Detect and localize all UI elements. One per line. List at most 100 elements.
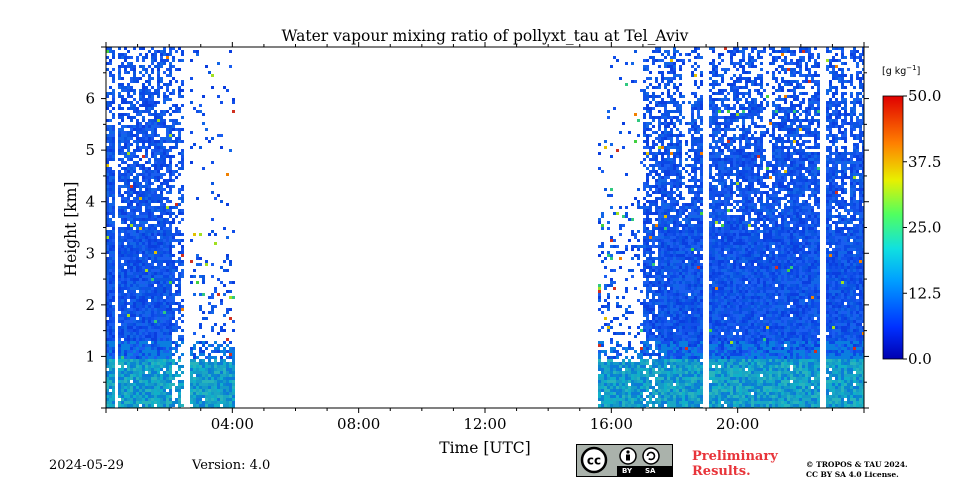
heatmap-cell bbox=[610, 365, 613, 368]
heatmap-cell bbox=[688, 401, 691, 404]
heatmap-cell bbox=[673, 269, 676, 272]
heatmap-cell bbox=[160, 188, 163, 191]
heatmap-cell bbox=[217, 278, 220, 281]
heatmap-cell bbox=[118, 152, 121, 155]
heatmap-cell bbox=[151, 302, 154, 305]
heatmap-cell bbox=[157, 320, 160, 323]
heatmap-cell bbox=[130, 143, 133, 146]
heatmap-cell bbox=[661, 215, 664, 218]
heatmap-cell bbox=[673, 224, 676, 227]
heatmap-cell bbox=[688, 356, 691, 359]
heatmap-cell bbox=[133, 266, 136, 269]
heatmap-cell bbox=[163, 338, 166, 341]
heatmap-cell bbox=[133, 254, 136, 257]
heatmap-cell bbox=[217, 389, 220, 392]
heatmap-cell bbox=[610, 374, 613, 377]
heatmap-cell bbox=[205, 380, 208, 383]
heatmap-cell bbox=[667, 248, 670, 251]
heatmap-cell bbox=[145, 185, 148, 188]
heatmap-cell bbox=[205, 392, 208, 395]
heatmap-cell bbox=[208, 401, 211, 404]
heatmap-cell bbox=[607, 377, 610, 380]
heatmap-cell bbox=[637, 332, 640, 335]
heatmap-cell bbox=[127, 293, 130, 296]
heatmap-cell bbox=[604, 257, 607, 260]
heatmap-cell bbox=[226, 389, 229, 392]
heatmap-cell bbox=[112, 128, 115, 131]
heatmap-cell bbox=[676, 230, 679, 233]
heatmap-cell bbox=[685, 152, 688, 155]
heatmap-cell bbox=[667, 314, 670, 317]
heatmap-cell bbox=[208, 362, 211, 365]
heatmap-cell bbox=[667, 359, 670, 362]
heatmap-cell bbox=[655, 320, 658, 323]
heatmap-cell bbox=[613, 362, 616, 365]
heatmap-cell bbox=[199, 383, 202, 386]
heatmap-cell bbox=[682, 323, 685, 326]
heatmap-cell bbox=[169, 68, 172, 71]
heatmap-cell bbox=[688, 320, 691, 323]
heatmap-cell bbox=[598, 344, 601, 347]
heatmap-cell bbox=[655, 323, 658, 326]
heatmap-cell bbox=[109, 302, 112, 305]
heatmap-cell bbox=[163, 386, 166, 389]
heatmap-cell bbox=[679, 242, 682, 245]
heatmap-cell bbox=[643, 383, 646, 386]
heatmap-cell bbox=[139, 251, 142, 254]
heatmap-cell bbox=[163, 317, 166, 320]
heatmap-cell bbox=[124, 398, 127, 401]
heatmap-cell bbox=[106, 236, 109, 239]
heatmap-cell bbox=[655, 218, 658, 221]
heatmap-cell bbox=[643, 89, 646, 92]
heatmap-cell bbox=[607, 359, 610, 362]
heatmap-cell bbox=[604, 392, 607, 395]
heatmap-cell bbox=[658, 278, 661, 281]
heatmap-cell bbox=[679, 53, 682, 56]
heatmap-cell bbox=[175, 347, 178, 350]
heatmap-cell bbox=[673, 71, 676, 74]
heatmap-cell bbox=[655, 179, 658, 182]
heatmap-cell bbox=[166, 260, 169, 263]
heatmap-cell bbox=[112, 278, 115, 281]
heatmap-cell bbox=[106, 386, 109, 389]
heatmap-cell bbox=[199, 359, 202, 362]
heatmap-cell bbox=[157, 251, 160, 254]
heatmap-cell bbox=[223, 383, 226, 386]
heatmap-cell bbox=[121, 290, 124, 293]
heatmap-cell bbox=[118, 251, 121, 254]
heatmap-cell bbox=[109, 230, 112, 233]
heatmap-cell bbox=[151, 137, 154, 140]
heatmap-cell bbox=[154, 215, 157, 218]
heatmap-cell bbox=[139, 221, 142, 224]
heatmap-cell bbox=[148, 218, 151, 221]
heatmap-cell bbox=[124, 146, 127, 149]
heatmap-cell bbox=[121, 305, 124, 308]
heatmap-cell bbox=[163, 269, 166, 272]
heatmap-cell bbox=[163, 59, 166, 62]
heatmap-cell bbox=[139, 131, 142, 134]
heatmap-cell bbox=[151, 62, 154, 65]
heatmap-cell bbox=[202, 353, 205, 356]
heatmap-cell bbox=[619, 365, 622, 368]
heatmap-cell bbox=[160, 149, 163, 152]
heatmap-cell bbox=[178, 356, 181, 359]
heatmap-cell bbox=[613, 350, 616, 353]
heatmap-cell bbox=[178, 209, 181, 212]
heatmap-cell bbox=[148, 209, 151, 212]
heatmap-cell bbox=[628, 305, 631, 308]
heatmap-cell bbox=[685, 296, 688, 299]
heatmap-cell bbox=[166, 152, 169, 155]
heatmap-cell bbox=[664, 206, 667, 209]
heatmap-cell bbox=[664, 131, 667, 134]
heatmap-cell bbox=[631, 311, 634, 314]
heatmap-cell bbox=[106, 200, 109, 203]
heatmap-cell bbox=[139, 326, 142, 329]
heatmap-cell bbox=[208, 404, 211, 407]
heatmap-cell bbox=[700, 119, 703, 122]
heatmap-cell bbox=[208, 395, 211, 398]
heatmap-cell bbox=[694, 332, 697, 335]
heatmap-cell bbox=[112, 290, 115, 293]
heatmap-cell bbox=[688, 383, 691, 386]
heatmap-cell bbox=[106, 350, 109, 353]
heatmap-cell bbox=[130, 290, 133, 293]
